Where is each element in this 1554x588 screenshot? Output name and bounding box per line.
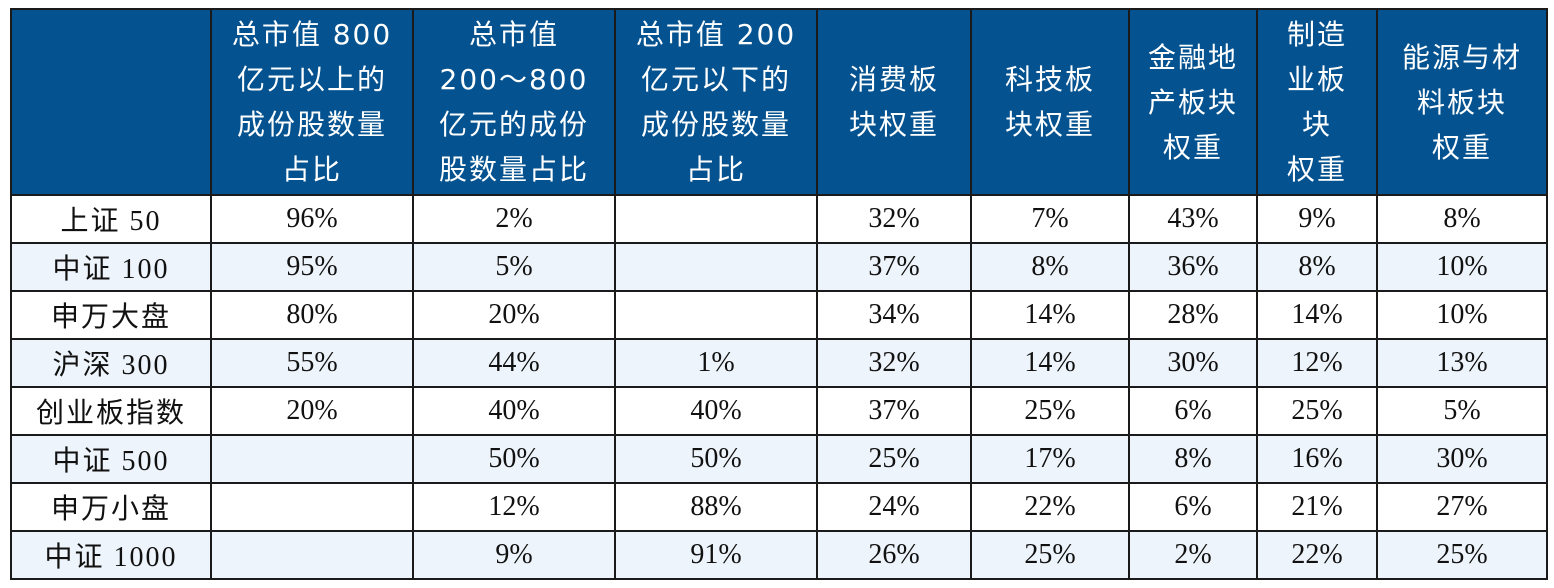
table-cell: 25% xyxy=(970,530,1130,580)
table-cell: 32% xyxy=(816,194,972,244)
table-cell: 13% xyxy=(1376,338,1548,388)
table-cell: 14% xyxy=(970,338,1130,388)
table-cell: 10% xyxy=(1376,242,1548,292)
table-cell: 2% xyxy=(412,194,616,244)
header-energy-materials-weight: 能源与材 料板块 权重 xyxy=(1376,8,1548,196)
table-cell xyxy=(210,434,414,484)
table-cell: 80% xyxy=(210,290,414,340)
table-cell: 22% xyxy=(1256,530,1378,580)
table-cell: 26% xyxy=(816,530,972,580)
table-cell: 37% xyxy=(816,386,972,436)
table-cell: 37% xyxy=(816,242,972,292)
row-index-name: 创业板指数 xyxy=(10,386,212,436)
table-cell xyxy=(614,290,818,340)
table-cell xyxy=(210,482,414,532)
table-row: 上证 50 96% 2% 32% 7% 43% 9% 8% xyxy=(10,194,1548,244)
table-cell: 5% xyxy=(412,242,616,292)
table-cell: 9% xyxy=(412,530,616,580)
table-cell: 43% xyxy=(1128,194,1258,244)
row-index-name: 上证 50 xyxy=(10,194,212,244)
table-cell: 20% xyxy=(412,290,616,340)
table-cell: 55% xyxy=(210,338,414,388)
table-cell: 27% xyxy=(1376,482,1548,532)
table-row: 中证 100 95% 5% 37% 8% 36% 8% 10% xyxy=(10,242,1548,292)
row-index-name: 中证 1000 xyxy=(10,530,212,580)
table-cell: 28% xyxy=(1128,290,1258,340)
table-cell: 6% xyxy=(1128,482,1258,532)
row-index-name: 中证 500 xyxy=(10,434,212,484)
table-cell: 20% xyxy=(210,386,414,436)
table-cell xyxy=(614,194,818,244)
table-cell: 10% xyxy=(1376,290,1548,340)
header-row: 总市值 800 亿元以上的 成份股数量 占比 总市值 200～800 亿元的成份 股数量占比… xyxy=(10,8,1548,196)
table-cell: 30% xyxy=(1128,338,1258,388)
table-row: 中证 1000 9% 91% 26% 25% 2% 22% 25% xyxy=(10,530,1548,580)
row-index-name: 沪深 300 xyxy=(10,338,212,388)
header-finance-realestate-weight: 金融地 产板块 权重 xyxy=(1128,8,1258,196)
table-cell: 8% xyxy=(970,242,1130,292)
table-cell: 9% xyxy=(1256,194,1378,244)
header-corner-cell xyxy=(10,8,212,196)
row-index-name: 中证 100 xyxy=(10,242,212,292)
table-cell: 25% xyxy=(970,386,1130,436)
table-cell: 40% xyxy=(412,386,616,436)
table-cell: 16% xyxy=(1256,434,1378,484)
table-cell: 22% xyxy=(970,482,1130,532)
table-cell: 14% xyxy=(970,290,1130,340)
table-cell: 8% xyxy=(1376,194,1548,244)
table-cell: 14% xyxy=(1256,290,1378,340)
table-cell: 36% xyxy=(1128,242,1258,292)
table-cell: 5% xyxy=(1376,386,1548,436)
table-body: 上证 50 96% 2% 32% 7% 43% 9% 8% 中证 100 95% 5% 37% 8% 36… xyxy=(10,194,1548,580)
table-cell: 88% xyxy=(614,482,818,532)
table-cell: 21% xyxy=(1256,482,1378,532)
table-cell: 17% xyxy=(970,434,1130,484)
table-cell: 34% xyxy=(816,290,972,340)
table-cell: 95% xyxy=(210,242,414,292)
table-cell: 50% xyxy=(614,434,818,484)
table-cell: 25% xyxy=(816,434,972,484)
table-row: 申万小盘 12% 88% 24% 22% 6% 21% 27% xyxy=(10,482,1548,532)
table-cell: 25% xyxy=(1256,386,1378,436)
row-index-name: 申万大盘 xyxy=(10,290,212,340)
table-row: 申万大盘 80% 20% 34% 14% 28% 14% 10% xyxy=(10,290,1548,340)
table-cell: 1% xyxy=(614,338,818,388)
table-row: 创业板指数 20% 40% 40% 37% 25% 6% 25% 5% xyxy=(10,386,1548,436)
table-cell: 8% xyxy=(1128,434,1258,484)
table-cell: 12% xyxy=(1256,338,1378,388)
header-small-cap-share: 总市值 200 亿元以下的 成份股数量 占比 xyxy=(614,8,818,196)
header-large-cap-share: 总市值 800 亿元以上的 成份股数量 占比 xyxy=(210,8,414,196)
table-cell: 6% xyxy=(1128,386,1258,436)
table-cell: 30% xyxy=(1376,434,1548,484)
table-cell: 8% xyxy=(1256,242,1378,292)
table-cell: 91% xyxy=(614,530,818,580)
table-cell xyxy=(210,530,414,580)
table-cell xyxy=(614,242,818,292)
header-manufacturing-weight: 制造 业板块权重 xyxy=(1256,8,1378,196)
table-cell: 24% xyxy=(816,482,972,532)
header-consumer-weight: 消费板 块权重 xyxy=(816,8,972,196)
row-index-name: 申万小盘 xyxy=(10,482,212,532)
table-cell: 2% xyxy=(1128,530,1258,580)
table-cell: 50% xyxy=(412,434,616,484)
table-cell: 12% xyxy=(412,482,616,532)
table-row: 沪深 300 55% 44% 1% 32% 14% 30% 12% 13% xyxy=(10,338,1548,388)
header-tech-weight: 科技板 块权重 xyxy=(970,8,1130,196)
table-cell: 7% xyxy=(970,194,1130,244)
table-cell: 96% xyxy=(210,194,414,244)
table-row: 中证 500 50% 50% 25% 17% 8% 16% 30% xyxy=(10,434,1548,484)
index-comparison-table: 总市值 800 亿元以上的 成份股数量 占比 总市值 200～800 亿元的成份 股数量占比… xyxy=(10,8,1548,580)
header-mid-cap-share: 总市值 200～800 亿元的成份 股数量占比 xyxy=(412,8,616,196)
table-cell: 40% xyxy=(614,386,818,436)
table-cell: 25% xyxy=(1376,530,1548,580)
table-cell: 32% xyxy=(816,338,972,388)
table-cell: 44% xyxy=(412,338,616,388)
